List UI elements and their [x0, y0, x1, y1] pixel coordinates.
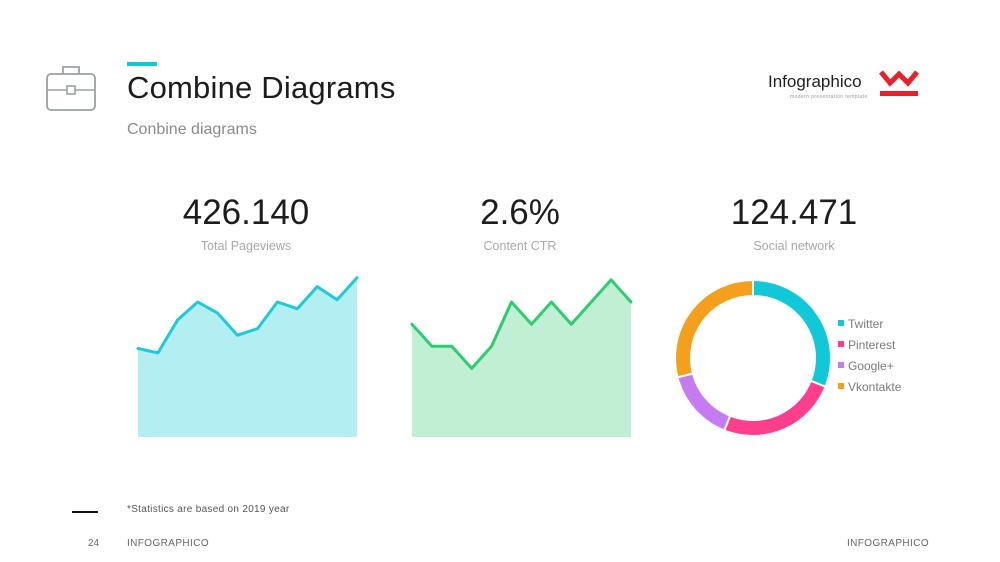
legend-swatch — [838, 383, 844, 389]
footer-brand-left: INFOGRAPHICO — [127, 538, 210, 549]
legend-item-twitter: Twitter — [838, 317, 883, 331]
footnote: *Statistics are based on 2019 year — [127, 504, 290, 515]
legend-swatch — [838, 362, 844, 368]
legend-label: Google+ — [848, 359, 894, 373]
legend-item-google: Google+ — [838, 359, 894, 373]
donut-slice-vkontakte — [674, 278, 754, 379]
legend-swatch — [838, 320, 844, 326]
logo-name: Infographico — [768, 72, 862, 91]
legend-item-vkontakte: Vkontakte — [838, 380, 901, 394]
title-accent-bar — [127, 62, 157, 66]
stat-ctr-value: 2.6% — [480, 193, 560, 232]
series-line-1 — [136, 276, 359, 355]
logo-tagline: modern presentation template — [790, 94, 868, 100]
page-subtitle: Conbine diagrams — [127, 121, 257, 138]
stat-pageviews-label: Total Pageviews — [200, 239, 292, 253]
donut-slice-google — [676, 372, 732, 432]
legend-item-pinterest: Pinterest — [838, 338, 895, 352]
stat-social-label: Social network — [753, 239, 835, 253]
briefcase-icon — [44, 62, 98, 114]
legend-label: Vkontakte — [848, 380, 902, 394]
page-title: Combine Diagrams — [127, 70, 396, 105]
series-line-2 — [410, 278, 633, 370]
area-fill-1 — [138, 277, 357, 437]
area-fill-2 — [412, 279, 631, 437]
footer-brand-right: INFOGRAPHICO — [847, 538, 930, 549]
legend-label: Twitter — [848, 317, 884, 331]
page-number: 24 — [88, 538, 100, 549]
donut-slice-pinterest — [722, 379, 827, 437]
stat-social-value: 124.471 — [730, 193, 858, 232]
legend-swatch — [838, 341, 844, 347]
legend-label: Pinterest — [848, 338, 896, 352]
stat-pageviews-value: 426.140 — [182, 193, 310, 232]
donut-slice-twitter — [752, 278, 832, 389]
footer-rule — [72, 511, 98, 513]
stat-ctr-label: Content CTR — [483, 239, 557, 253]
logo-mark-icon — [878, 68, 920, 100]
